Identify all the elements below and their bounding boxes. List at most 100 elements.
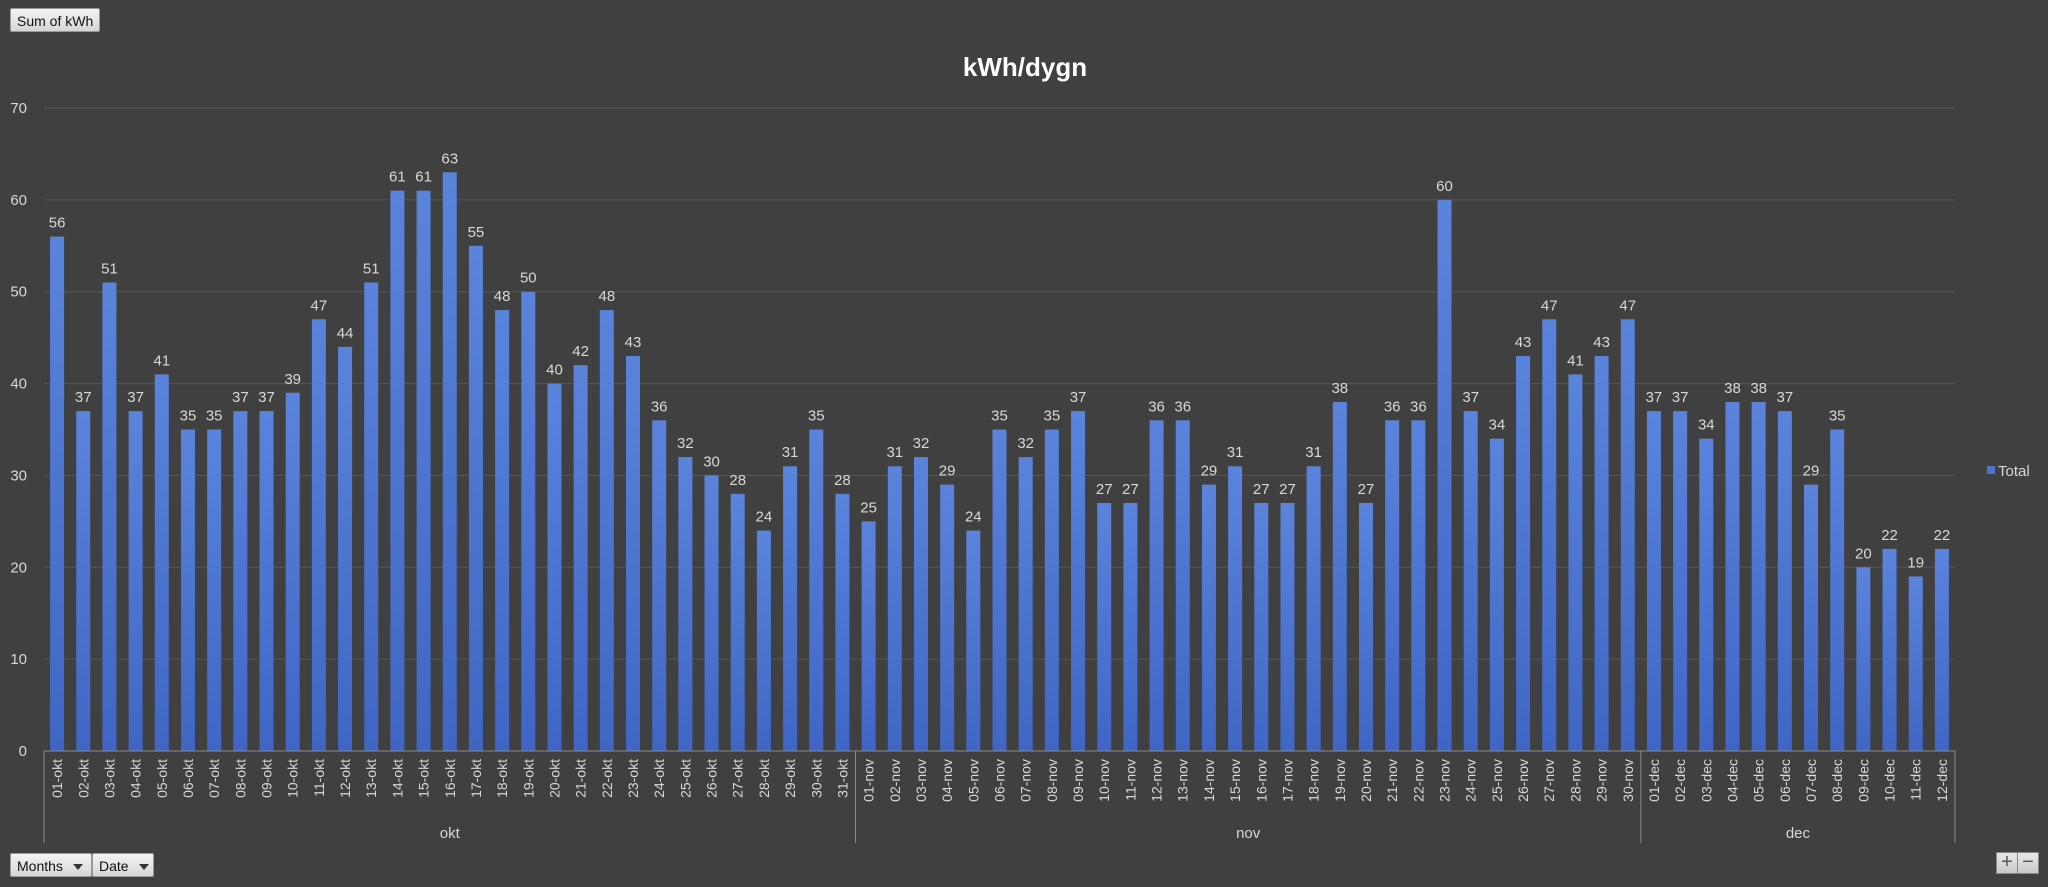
bar [1044,429,1059,751]
bar [1306,466,1321,751]
x-tick-label: 21-okt [573,759,589,798]
data-label: 35 [206,408,223,425]
data-label: 37 [232,389,249,406]
data-label: 51 [101,261,118,278]
x-tick-label: 02-okt [75,759,91,798]
data-label: 27 [1122,481,1139,498]
bar [1856,567,1871,751]
bar [652,420,667,751]
x-tick-label: 12-dec [1934,759,1950,802]
data-label: 38 [1724,380,1741,397]
x-tick-label: 23-nov [1437,759,1453,802]
data-label: 25 [860,499,877,516]
data-label: 63 [441,150,458,167]
bar [1280,502,1295,751]
bar [1699,438,1714,751]
legend-swatch-total [1987,466,1995,474]
x-tick-label: 20-nov [1358,759,1374,802]
x-tick-label: 02-dec [1672,759,1688,802]
data-label: 43 [1515,334,1532,351]
data-label: 47 [1619,297,1636,314]
bar [1908,576,1923,751]
bar [835,493,850,751]
months-field-dropdown[interactable]: Months [10,853,92,877]
x-tick-label: 07-dec [1803,759,1819,802]
bar [1071,411,1086,751]
bar [940,484,955,751]
x-tick-label: 29-nov [1594,759,1610,802]
data-label: 36 [1148,398,1165,415]
data-label: 36 [1174,398,1191,415]
data-label: 19 [1907,554,1924,571]
data-label: 28 [834,472,851,489]
x-tick-label: 03-dec [1698,759,1714,802]
data-label: 47 [1541,297,1558,314]
x-tick-label: 27-nov [1541,759,1557,802]
x-tick-label: 14-okt [389,759,405,798]
minus-icon: − [2022,851,2034,873]
data-label: 22 [1934,527,1951,544]
data-label: 27 [1253,481,1270,498]
bar [1097,502,1112,751]
chevron-down-icon [72,864,83,871]
x-tick-label: 22-okt [599,759,615,798]
data-label: 20 [1855,545,1872,562]
data-label: 27 [1358,481,1375,498]
data-label: 37 [1776,389,1793,406]
chevron-down-icon [138,864,149,871]
x-tick-label: 13-okt [363,759,379,798]
data-label: 37 [1070,389,1087,406]
bar [1018,457,1033,751]
bar [678,457,693,751]
y-tick-label: 60 [10,192,27,209]
bar [207,429,222,751]
x-tick-label: 17-nov [1279,759,1295,802]
data-label: 36 [1410,398,1427,415]
sum-of-kwh-field-button[interactable]: Sum of kWh [10,8,101,32]
x-tick-label: 06-nov [992,759,1008,802]
bar [783,466,798,751]
bar [364,282,379,751]
group-label: dec [1786,825,1811,842]
date-field-dropdown[interactable]: Date [92,853,154,877]
data-label: 48 [598,288,615,305]
bar [521,291,536,751]
bar [1804,484,1819,751]
x-tick-label: 01-dec [1646,759,1662,802]
data-label: 42 [572,343,589,360]
bar [50,236,65,752]
date-field-label: Date [99,858,129,874]
bar [1463,411,1478,751]
data-label: 32 [913,435,930,452]
data-label: 55 [468,224,485,241]
data-label: 32 [677,435,694,452]
bar [913,457,928,751]
x-tick-label: 10-dec [1882,759,1898,802]
x-tick-label: 28-okt [756,759,772,798]
bar [1411,420,1426,751]
group-label: okt [440,825,461,842]
x-tick-label: 28-nov [1567,759,1583,802]
x-tick-label: 21-nov [1384,759,1400,802]
bar [704,475,719,751]
data-label: 37 [75,389,92,406]
x-tick-label: 12-nov [1149,759,1165,802]
data-label: 32 [1017,435,1034,452]
bar [1175,420,1190,751]
data-label: 31 [1305,444,1322,461]
bar [1332,401,1347,751]
collapse-button[interactable]: − [2017,852,2039,874]
x-tick-label: 04-dec [1724,759,1740,802]
expand-button[interactable]: + [1996,852,2018,874]
x-tick-label: 05-nov [965,759,981,802]
x-tick-label: 12-okt [337,759,353,798]
x-tick-label: 08-dec [1829,759,1845,802]
bar [1123,502,1138,751]
bar [1489,438,1504,751]
data-label: 30 [703,453,720,470]
bar [1149,420,1164,751]
data-label: 27 [1279,481,1296,498]
bar [730,493,745,751]
data-label: 39 [284,371,301,388]
data-label: 38 [1750,380,1767,397]
